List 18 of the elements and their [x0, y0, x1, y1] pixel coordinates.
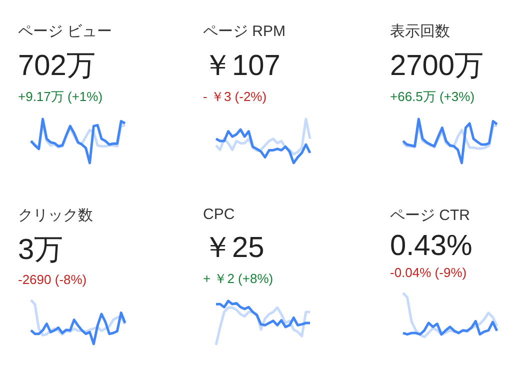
text: -0.04% (-9%) — [390, 265, 468, 280]
text: - ￥3 (-2%) — [203, 88, 268, 106]
chart-subtitle: ￥107 — [203, 49, 282, 84]
chart-subtitle: 3万 — [18, 233, 64, 268]
chart-title: クリック数 — [18, 206, 94, 225]
text: +9.17万 (+1%) — [18, 88, 104, 106]
text: + ￥2 (+8%) — [203, 270, 274, 288]
chart-title: CPC — [203, 206, 236, 223]
chart-title: ページ RPM — [203, 22, 286, 41]
chart-title: ページ CTR — [390, 206, 471, 225]
chart-subtitle: 0.43% — [390, 230, 474, 263]
chart-title: 表示回数 — [390, 22, 451, 41]
chart-subtitle: ￥25 — [203, 231, 266, 266]
text: -2690 (-8%) — [18, 272, 88, 287]
chart-subtitle: 702万 — [18, 49, 96, 84]
chart-title: ページ ビュー — [18, 22, 114, 41]
text: +66.5万 (+3%) — [390, 88, 476, 106]
chart-subtitle: 2700万 — [390, 49, 485, 84]
